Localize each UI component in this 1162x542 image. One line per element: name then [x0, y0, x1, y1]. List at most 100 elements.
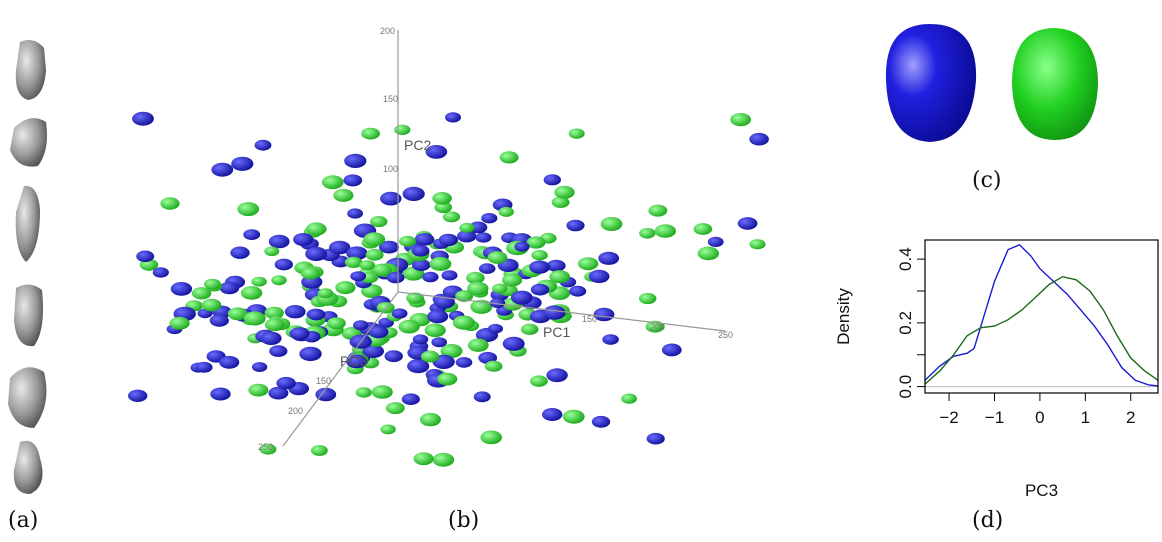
y-tick-label: 0.2	[896, 311, 915, 335]
panel-d-density-plot: −2 −1 0 1 2 0.0 0.2 0.4 PC3 Density	[834, 239, 1159, 500]
point-blue	[489, 298, 506, 308]
point-blue	[268, 386, 289, 400]
point-green	[621, 393, 637, 404]
point-blue	[543, 174, 561, 186]
panel-c-mean-shapes	[885, 24, 1098, 142]
point-blue	[542, 408, 563, 421]
point-green	[344, 256, 363, 268]
point-green	[264, 246, 280, 257]
point-green	[639, 292, 657, 305]
axis-label-pc1: PC1	[543, 324, 570, 340]
point-blue	[350, 271, 367, 282]
point-green	[498, 206, 514, 217]
point-green	[470, 299, 493, 314]
point-green	[492, 283, 508, 294]
point-blue	[425, 145, 448, 159]
point-green	[520, 323, 539, 335]
point-blue	[386, 271, 405, 284]
point-blue	[128, 389, 148, 402]
axis-label-pc3: PC3	[340, 353, 367, 369]
point-blue	[431, 337, 448, 348]
point-green	[160, 197, 180, 210]
shape-6	[13, 440, 43, 494]
x-tick-label: 0	[1035, 408, 1044, 427]
tick-pc2: 100	[383, 164, 398, 174]
point-blue	[473, 391, 491, 403]
point-blue	[274, 258, 293, 271]
point-green	[264, 306, 284, 320]
point-green	[420, 350, 440, 363]
point-green	[693, 223, 713, 235]
point-green	[501, 273, 523, 287]
point-blue	[593, 307, 615, 322]
shape-2	[10, 118, 47, 167]
point-blue	[210, 387, 231, 401]
point-blue	[646, 432, 665, 445]
point-blue	[402, 186, 425, 201]
point-green	[406, 292, 424, 304]
point-blue	[195, 361, 213, 373]
point-green	[201, 298, 222, 312]
point-blue	[445, 112, 461, 123]
point-green	[484, 360, 503, 372]
point-green	[359, 260, 376, 271]
point-green	[432, 452, 455, 467]
tick-pc1: 250	[718, 330, 733, 340]
point-green	[204, 278, 221, 290]
point-green	[648, 204, 668, 217]
point-green	[432, 192, 452, 205]
y-axis-label: Density	[834, 288, 853, 345]
point-green	[459, 222, 475, 233]
plot-frame	[924, 239, 1159, 394]
point-blue	[455, 357, 473, 368]
point-green	[169, 316, 190, 330]
point-green	[499, 151, 519, 164]
shape-4	[14, 284, 43, 347]
point-blue	[407, 359, 430, 374]
point-blue	[362, 344, 384, 359]
point-blue	[502, 336, 525, 351]
point-green	[480, 430, 503, 445]
point-green	[361, 127, 380, 140]
point-green	[191, 287, 212, 300]
point-blue	[488, 323, 503, 334]
point-blue	[422, 271, 439, 283]
point-green	[452, 315, 475, 330]
tick-pc3: 200	[288, 406, 303, 416]
point-green	[248, 383, 269, 397]
point-blue	[569, 285, 587, 297]
point-blue	[219, 281, 240, 295]
tick-pc1: 150	[582, 314, 597, 324]
point-blue	[254, 139, 272, 151]
point-blue	[243, 229, 261, 241]
point-blue	[344, 153, 367, 168]
point-green	[335, 281, 356, 295]
point-green	[264, 318, 285, 332]
tick-pc2: 150	[383, 94, 398, 104]
point-green	[385, 402, 405, 415]
point-blue	[412, 259, 431, 271]
point-green	[442, 211, 461, 223]
point-green	[371, 385, 393, 399]
point-green	[654, 224, 676, 238]
tick-pc2: 200	[380, 26, 395, 36]
point-green	[440, 344, 463, 358]
point-green	[240, 286, 263, 300]
point-green	[394, 124, 411, 135]
point-blue	[737, 217, 758, 230]
point-blue	[343, 174, 363, 187]
point-blue	[152, 267, 169, 278]
y-tick-label: 0.0	[896, 375, 915, 399]
point-blue	[391, 308, 408, 319]
point-blue	[543, 305, 566, 320]
point-blue	[378, 240, 400, 254]
point-blue	[384, 350, 403, 363]
point-green	[306, 222, 327, 236]
point-blue	[211, 162, 234, 177]
tick-pc3: 150	[316, 376, 331, 386]
point-green	[321, 175, 344, 190]
point-blue	[368, 325, 389, 339]
point-blue	[510, 290, 533, 305]
point-blue	[268, 234, 290, 249]
point-blue	[251, 362, 268, 372]
